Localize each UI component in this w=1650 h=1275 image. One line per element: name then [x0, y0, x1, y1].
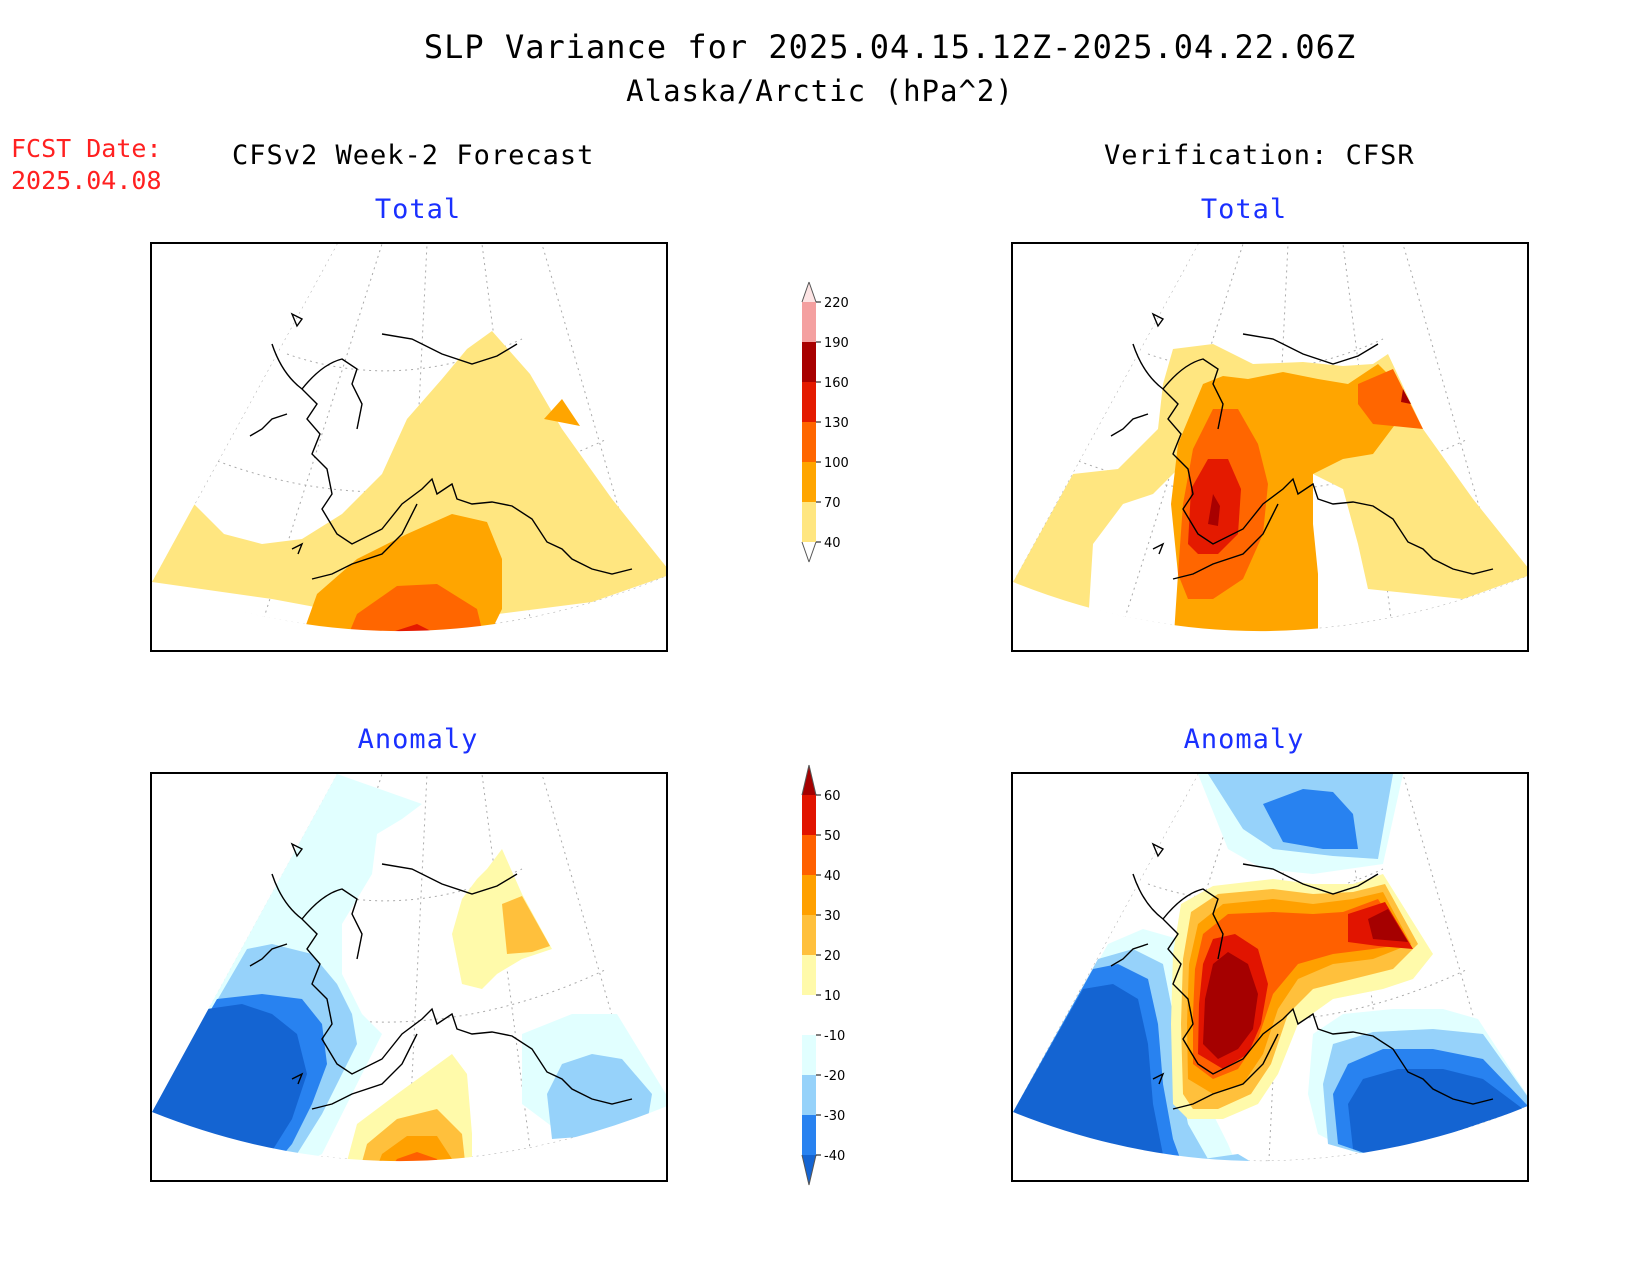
fcst-date-value: 2025.04.08	[11, 166, 162, 195]
colorbar-tick-label: -30	[824, 1109, 845, 1124]
anomaly-colorbar: -40 -30 -20 -10 10 20 30 40 50 60	[801, 764, 845, 1186]
colorbar-tick-label: 40	[824, 869, 841, 884]
colorbar-bin	[802, 502, 816, 542]
colorbar-bin	[802, 955, 816, 995]
forecast-anomaly-title: Anomaly	[357, 724, 479, 755]
forecast-total-map	[150, 242, 668, 652]
colorbar-bin	[802, 342, 816, 382]
colorbar-tick-label: -40	[824, 1149, 845, 1164]
colorbar-bin	[802, 835, 816, 875]
colorbar-bin	[802, 462, 816, 502]
colorbar-tick-label: 20	[824, 949, 841, 964]
verification-anomaly-title: Anomaly	[1183, 724, 1305, 755]
contour-minus40-e	[1348, 1069, 1523, 1158]
colorbar-extend-bottom	[802, 1155, 816, 1185]
contour-60plus-ne	[1368, 909, 1408, 942]
contour-70-100-ne	[544, 399, 580, 426]
contour-40-70	[152, 331, 666, 619]
colorbar-tick-label: -20	[824, 1069, 845, 1084]
colorbar-bin	[802, 795, 816, 835]
wedge-mask	[152, 774, 666, 1180]
forecast-total-title: Total	[374, 194, 462, 225]
contour-60plus	[1203, 952, 1258, 1059]
forecast-anomaly-map	[150, 772, 668, 1182]
verification-anomaly-map	[1011, 772, 1529, 1182]
fcst-date-label: FCST Date:	[11, 134, 162, 163]
colorbar-extend-top	[802, 765, 816, 795]
colorbar-bin	[802, 915, 816, 955]
coastline	[249, 842, 633, 1110]
wedge-mask	[152, 244, 666, 650]
colorbar-tick-label: 190	[824, 336, 849, 351]
colorbar-tick-label: 50	[824, 829, 841, 844]
colorbar-tick-label: 100	[824, 456, 849, 471]
coastline	[1110, 842, 1494, 1110]
colorbar-tick-label: -10	[824, 1029, 845, 1044]
subtitle: Alaska/Arctic (hPa^2)	[626, 74, 1014, 108]
colorbar-extend-top	[802, 282, 816, 302]
colorbar-bin	[802, 382, 816, 422]
colorbar-bin	[802, 1075, 816, 1115]
contour-minus20-e	[547, 1054, 652, 1139]
colorbar-bin	[802, 302, 816, 342]
colorbar-bin	[802, 422, 816, 462]
colorbar-extend-bottom	[802, 542, 816, 562]
colorbar-tick-label: 130	[824, 416, 849, 431]
verification-total-title: Total	[1200, 194, 1288, 225]
coastline	[249, 312, 633, 580]
contour-160-190-ne	[1401, 389, 1411, 404]
coastline	[1110, 312, 1494, 580]
verification-column-title: Verification: CFSR	[1104, 140, 1415, 171]
colorbar-bin	[802, 995, 816, 1035]
colorbar-tick-label: 70	[824, 496, 841, 511]
colorbar-bin	[802, 1035, 816, 1075]
forecast-column-title: CFSv2 Week-2 Forecast	[232, 140, 595, 171]
verification-total-map	[1011, 242, 1529, 652]
colorbar-tick-label: 220	[824, 296, 849, 311]
colorbar-tick-label: 40	[824, 536, 841, 551]
contour-10-20	[452, 849, 552, 989]
colorbar-tick-label: 160	[824, 376, 849, 391]
contour-160-190	[1208, 494, 1220, 526]
colorbar-bin	[802, 875, 816, 915]
contour-100-130-ne	[1358, 369, 1423, 429]
contour-minus30-n	[1263, 789, 1358, 849]
colorbar-tick-label: 60	[824, 789, 841, 804]
wedge-mask	[1013, 774, 1527, 1180]
colorbar-bin	[802, 1115, 816, 1155]
contour-20-30	[502, 896, 550, 954]
total-colorbar: 40 70 100 130 160 190 220	[801, 281, 849, 563]
wedge-mask	[1013, 244, 1527, 650]
colorbar-tick-label: 10	[824, 989, 841, 1004]
main-title: SLP Variance for 2025.04.15.12Z-2025.04.…	[423, 28, 1357, 66]
colorbar-tick-label: 30	[824, 909, 841, 924]
